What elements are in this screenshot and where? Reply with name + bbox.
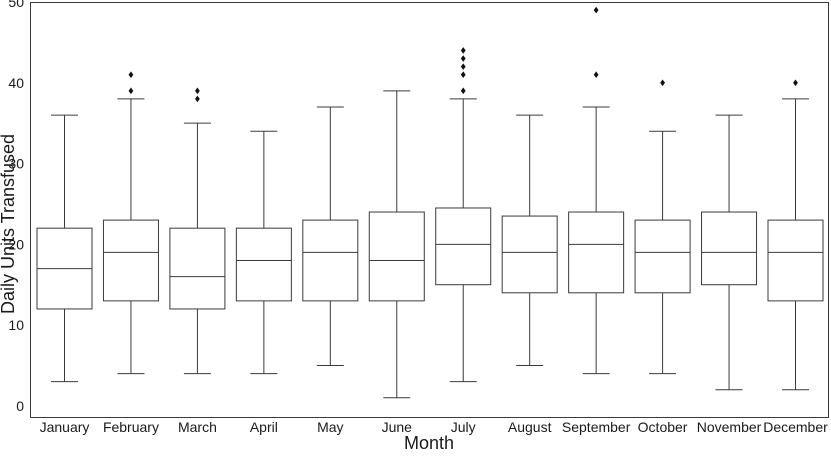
iqr-box: [634, 219, 691, 294]
iqr-box: [568, 211, 625, 294]
x-axis-ticks: January February March April May June July Augu…: [40, 419, 829, 435]
iqr-box: [235, 227, 292, 302]
outlier-point: [593, 6, 599, 14]
box-group: [435, 47, 492, 383]
outlier-point: [793, 79, 798, 87]
x-tick-label: October: [638, 419, 688, 435]
x-tick-label: April: [250, 419, 278, 435]
x-tick-label: September: [562, 419, 631, 435]
iqr-box: [701, 211, 758, 286]
x-tick-label: March: [178, 419, 217, 435]
iqr-box: [767, 219, 824, 302]
outlier-point: [460, 47, 466, 54]
x-tick-label: July: [451, 419, 476, 435]
box-group: [36, 114, 93, 383]
y-tick-label: 40: [8, 75, 24, 91]
x-tick-label: August: [508, 419, 552, 435]
outlier-point: [460, 55, 466, 62]
iqr-box: [302, 219, 359, 302]
iqr-box: [102, 219, 159, 302]
y-tick-label: 30: [8, 156, 24, 172]
iqr-box: [501, 215, 558, 294]
outlier-point: [460, 71, 466, 78]
outlier-point: [128, 87, 134, 95]
plot-frame: [30, 2, 829, 418]
y-tick-label: 50: [8, 0, 24, 10]
iqr-box: [435, 207, 492, 286]
box-group: [767, 79, 824, 391]
iqr-box: [169, 227, 226, 310]
outlier-point: [128, 71, 134, 78]
box-group: [701, 114, 758, 391]
outlier-point: [460, 63, 466, 70]
box-group: [102, 71, 159, 375]
outlier-point: [195, 95, 200, 103]
y-tick-label: 20: [8, 236, 24, 252]
box-group: [235, 130, 292, 375]
y-tick-label: 0: [16, 398, 24, 414]
x-tick-label: November: [697, 419, 762, 435]
x-tick-label: June: [382, 419, 413, 435]
x-tick-label: December: [763, 419, 828, 435]
outlier-point: [660, 79, 665, 87]
box-group: [368, 90, 425, 399]
outlier-point: [593, 71, 599, 78]
box-group: [302, 106, 359, 366]
box-group: [568, 6, 625, 375]
x-tick-label: January: [40, 419, 90, 435]
outlier-point: [195, 87, 200, 95]
x-tick-label: May: [317, 419, 343, 435]
plot-marks: [36, 6, 824, 399]
outlier-point: [460, 87, 466, 95]
x-tick-label: February: [103, 419, 159, 435]
y-axis-ticks: 0 10 20 30 40 50: [8, 0, 24, 414]
iqr-box: [368, 211, 425, 302]
y-tick-label: 10: [8, 317, 24, 333]
box-group: [169, 87, 226, 375]
x-axis-label: Month: [404, 433, 454, 453]
box-group: [634, 79, 691, 375]
y-axis-label: Daily Units Transfused: [0, 134, 18, 314]
box-group: [501, 114, 558, 366]
